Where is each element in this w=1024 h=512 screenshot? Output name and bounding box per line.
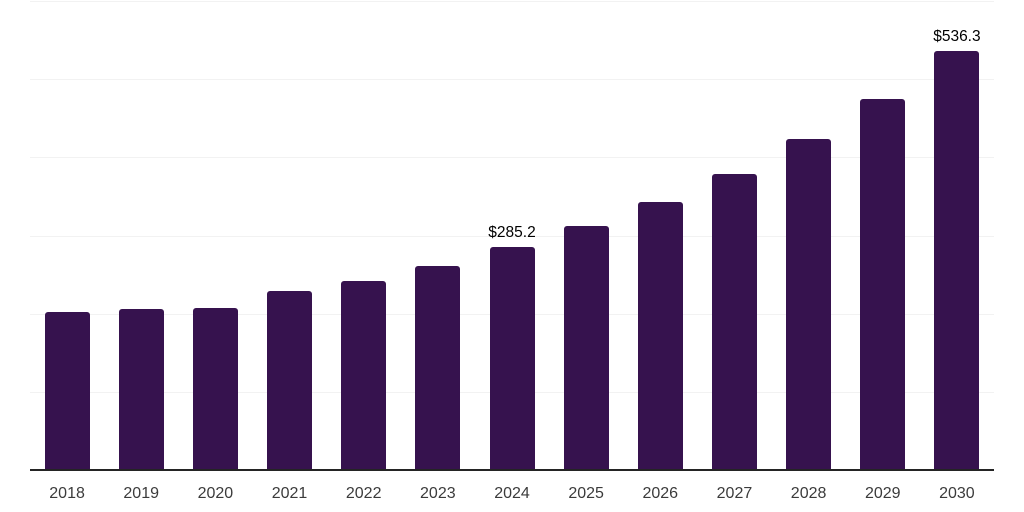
data-label-2024: $285.2 bbox=[488, 224, 536, 242]
x-tick-label-2020: 2020 bbox=[197, 485, 234, 502]
bar-2030[interactable] bbox=[934, 50, 980, 470]
x-tick-label-2028: 2028 bbox=[790, 485, 827, 502]
gridline-600 bbox=[30, 1, 994, 2]
bar-2021[interactable] bbox=[267, 290, 313, 470]
x-tick-label-2022: 2022 bbox=[345, 485, 382, 502]
x-tick-label-2019: 2019 bbox=[123, 485, 159, 502]
gridline-300 bbox=[30, 235, 994, 237]
x-tick-label-2024: 2024 bbox=[494, 485, 530, 502]
bar-2029[interactable] bbox=[860, 99, 906, 470]
x-tick-label-2025: 2025 bbox=[568, 485, 604, 502]
bar-2022[interactable] bbox=[341, 280, 387, 470]
bar-2023[interactable] bbox=[415, 265, 461, 470]
x-tick-label-2030: 2030 bbox=[939, 485, 975, 502]
data-label-2030: $536.3 bbox=[933, 27, 981, 45]
x-tick-label-2026: 2026 bbox=[642, 485, 679, 502]
gridline-400 bbox=[30, 157, 994, 159]
x-tick-label-2029: 2029 bbox=[864, 485, 901, 502]
bar-2025[interactable] bbox=[563, 225, 609, 470]
bar-2024[interactable] bbox=[489, 247, 535, 470]
gridline-500 bbox=[30, 79, 994, 81]
x-tick-label-2021: 2021 bbox=[271, 485, 308, 502]
bar-2027[interactable] bbox=[711, 173, 757, 470]
bar-2020[interactable] bbox=[192, 307, 238, 470]
x-axis-line bbox=[30, 469, 994, 471]
x-tick-label-2018: 2018 bbox=[49, 485, 85, 502]
bar-2018[interactable] bbox=[44, 311, 90, 470]
x-tick-label-2027: 2027 bbox=[716, 485, 753, 502]
bar-2019[interactable] bbox=[118, 309, 164, 470]
x-tick-label-2023: 2023 bbox=[420, 485, 456, 502]
bar-2028[interactable] bbox=[786, 139, 832, 470]
bar-2026[interactable] bbox=[637, 202, 683, 470]
